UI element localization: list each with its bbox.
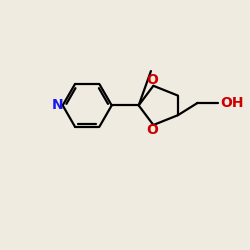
Text: O: O: [146, 74, 158, 88]
Text: OH: OH: [220, 96, 244, 110]
Text: O: O: [146, 124, 158, 138]
Text: N: N: [52, 98, 63, 112]
